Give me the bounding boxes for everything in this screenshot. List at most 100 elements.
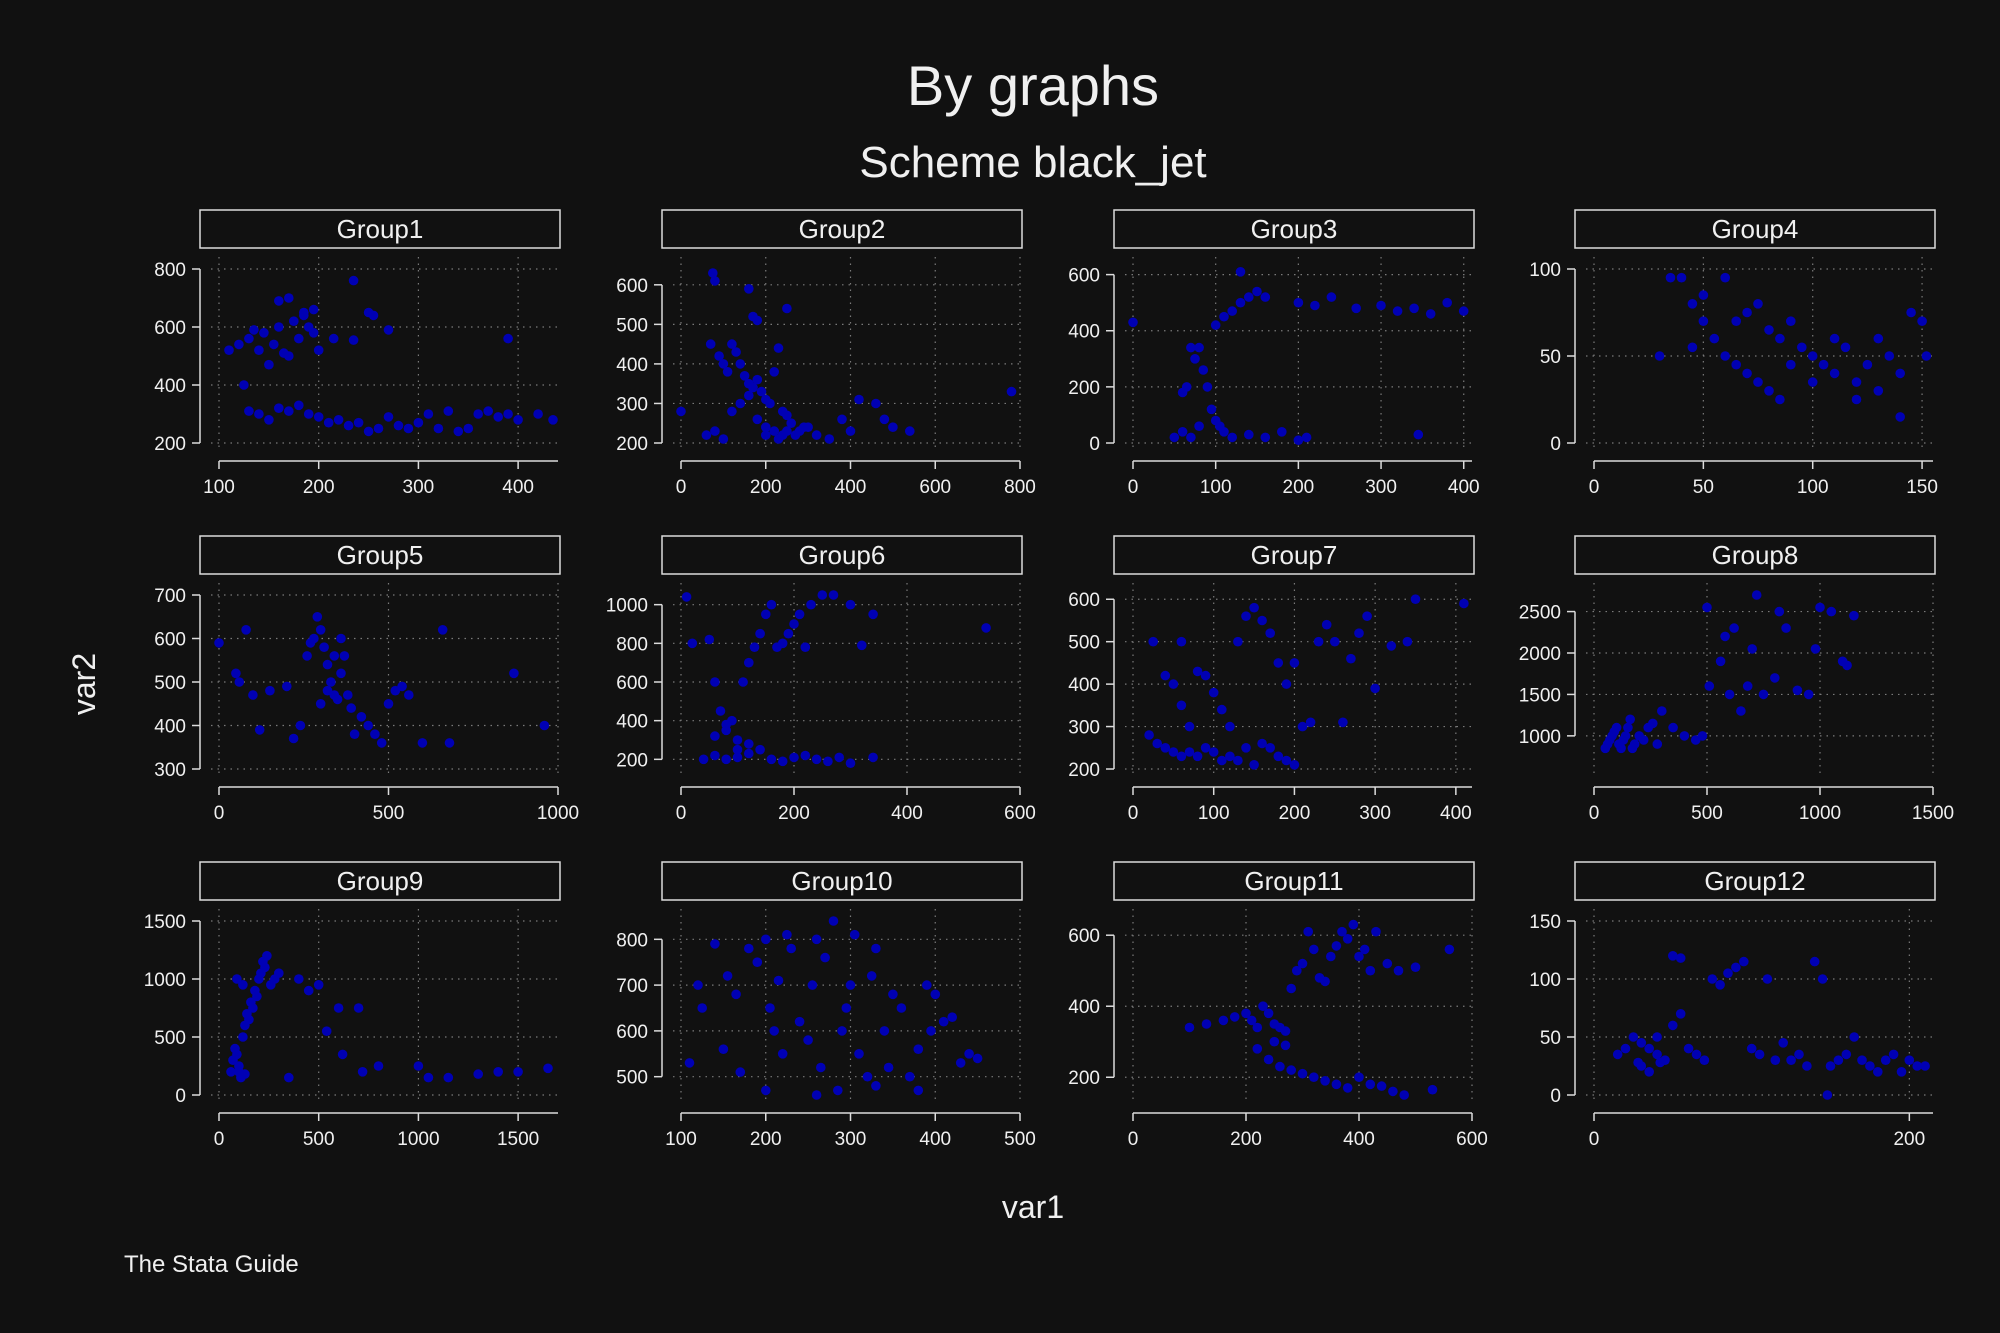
data-point <box>1644 1043 1654 1054</box>
data-point <box>1200 670 1211 681</box>
x-tick-label: 150 <box>1906 477 1938 498</box>
data-point <box>1289 760 1300 770</box>
data-point <box>303 409 314 419</box>
data-point <box>1691 1049 1702 1060</box>
data-point <box>1698 290 1709 300</box>
y-tick-label: 100 <box>1529 260 1561 281</box>
data-point <box>1904 1055 1915 1065</box>
data-point <box>769 1026 779 1036</box>
x-tick-label: 200 <box>1279 803 1311 824</box>
data-point <box>749 642 760 652</box>
y-tick-label: 200 <box>616 750 648 771</box>
data-point <box>1359 944 1370 955</box>
data-point <box>308 328 319 338</box>
data-point <box>1880 1055 1891 1065</box>
data-point <box>1633 1057 1643 1068</box>
data-point <box>1186 342 1196 353</box>
y-tick-label: 600 <box>154 630 186 651</box>
data-point <box>357 1067 368 1077</box>
data-point <box>744 390 754 401</box>
data-point <box>1348 919 1359 930</box>
y-tick-label: 600 <box>616 1022 648 1043</box>
x-tick-label: 300 <box>1359 803 1391 824</box>
data-point <box>1786 316 1796 327</box>
data-point <box>761 934 771 945</box>
data-point <box>1616 743 1626 754</box>
data-point <box>1310 300 1320 311</box>
x-tick-label: 0 <box>676 477 687 498</box>
panel-title: Group8 <box>1712 540 1799 570</box>
y-tick-label: 50 <box>1540 1028 1561 1049</box>
data-point <box>722 971 733 981</box>
data-point <box>284 406 294 416</box>
data-point <box>1775 333 1785 344</box>
data-point <box>1218 1015 1229 1026</box>
data-point <box>413 417 424 428</box>
data-point <box>323 417 334 428</box>
data-point <box>1683 1043 1694 1054</box>
data-point <box>1233 636 1243 647</box>
data-point <box>871 1081 881 1091</box>
data-point <box>1330 636 1340 647</box>
data-point <box>748 382 758 393</box>
data-point <box>718 359 729 369</box>
x-tick-label: 500 <box>373 803 405 824</box>
x-tick-label: 0 <box>214 803 225 824</box>
data-point <box>509 668 519 679</box>
data-point <box>254 725 265 735</box>
data-point <box>1235 267 1246 277</box>
x-tick-label: 100 <box>665 1129 697 1150</box>
data-point <box>1697 731 1708 741</box>
data-point <box>1252 1022 1263 1033</box>
data-point <box>790 430 801 440</box>
y-tick-label: 600 <box>1068 926 1100 947</box>
data-point <box>1668 1020 1678 1031</box>
x-tick-label: 1500 <box>497 1129 539 1150</box>
panel-title: Group7 <box>1251 540 1338 570</box>
data-point <box>1458 306 1469 316</box>
y-tick-label: 1500 <box>1519 685 1561 706</box>
data-point <box>312 612 323 622</box>
data-point <box>765 398 775 409</box>
x-tick-label: 400 <box>919 1129 951 1150</box>
data-point <box>503 409 513 419</box>
data-point <box>828 590 839 600</box>
data-point <box>1169 432 1180 443</box>
data-point <box>1388 1086 1398 1097</box>
y-tick-label: 0 <box>175 1086 186 1107</box>
y-tick-label: 700 <box>616 976 648 997</box>
data-point <box>938 1016 949 1027</box>
data-point <box>348 275 359 286</box>
data-point <box>761 609 771 620</box>
data-point <box>294 400 304 411</box>
data-point <box>1638 735 1649 745</box>
data-point <box>336 668 346 679</box>
data-point <box>824 434 835 444</box>
data-point <box>264 359 274 370</box>
y-tick-label: 600 <box>616 276 648 297</box>
data-point <box>1263 1008 1274 1019</box>
data-point <box>718 434 729 444</box>
data-point <box>353 1003 364 1013</box>
y-tick-label: 1000 <box>1519 727 1561 748</box>
data-point <box>1620 1043 1631 1054</box>
data-point <box>1841 1049 1852 1060</box>
data-point <box>752 957 763 967</box>
panel-12: Group12 0 50 100 150 0 200 <box>1529 861 1937 1150</box>
x-tick-label: 0 <box>1128 477 1139 498</box>
data-point <box>302 651 312 661</box>
data-point <box>1781 623 1791 633</box>
x-tick-label: 1000 <box>397 1129 439 1150</box>
data-point <box>241 625 251 635</box>
data-point <box>284 351 294 361</box>
data-point <box>339 651 350 661</box>
data-point <box>294 333 304 344</box>
data-point <box>1818 359 1829 370</box>
data-point <box>926 1026 936 1036</box>
data-point <box>1219 311 1229 322</box>
data-point <box>1747 644 1757 654</box>
data-point <box>782 929 792 940</box>
data-point <box>833 1085 843 1096</box>
data-point <box>1265 743 1275 753</box>
data-point <box>1184 721 1195 732</box>
